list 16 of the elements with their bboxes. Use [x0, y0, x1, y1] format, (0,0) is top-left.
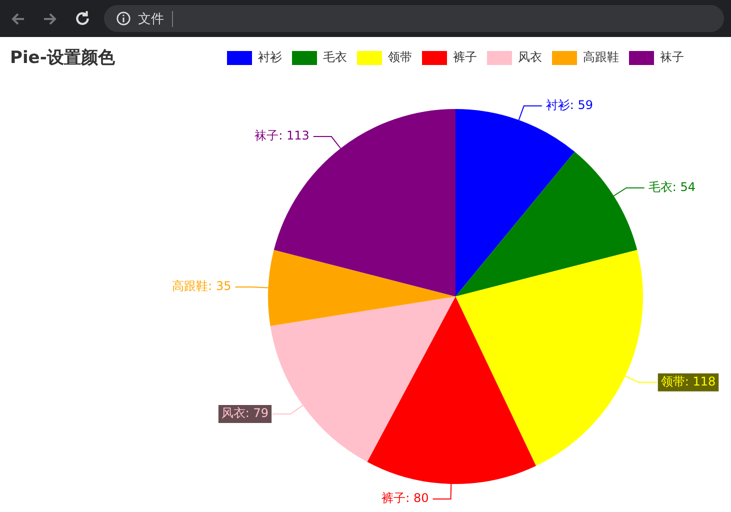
data-label: 裤子: 80 [382, 491, 429, 506]
data-label: 风衣: 79 [221, 406, 269, 420]
text: 文件 [138, 11, 164, 28]
legend-label: 毛衣 [323, 50, 347, 64]
data-label: 袜子: 113 [254, 128, 310, 143]
legend-label: 风衣 [518, 50, 542, 64]
legend-label: 裤子 [453, 50, 477, 64]
legend-label: 领带 [388, 50, 412, 64]
data-label: 毛衣: 54 [648, 180, 696, 194]
data-label: 高跟鞋: 35 [172, 279, 232, 294]
data-label: 衬衫: 59 [546, 98, 594, 112]
chart-title: Pie-设置颜色 [10, 47, 115, 69]
legend-label: 衬衫 [258, 50, 282, 64]
legend-label: 袜子 [660, 50, 684, 64]
legend-label: 高跟鞋 [583, 50, 619, 64]
data-label: 领带: 118 [660, 374, 716, 389]
